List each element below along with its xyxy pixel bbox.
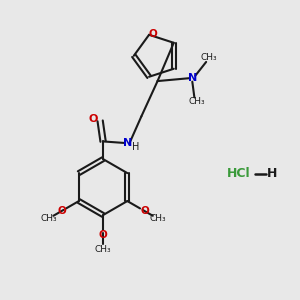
- Text: CH₃: CH₃: [149, 214, 166, 223]
- Text: N: N: [123, 138, 132, 148]
- Text: CH₃: CH₃: [201, 53, 218, 62]
- Text: O: O: [149, 28, 158, 39]
- Text: HCl: HCl: [226, 167, 250, 180]
- Text: O: O: [99, 230, 107, 240]
- Text: O: O: [89, 114, 98, 124]
- Text: H: H: [267, 167, 278, 180]
- Text: CH₃: CH₃: [189, 97, 206, 106]
- Text: O: O: [57, 206, 66, 216]
- Text: H: H: [132, 142, 140, 152]
- Text: CH₃: CH₃: [40, 214, 57, 223]
- Text: N: N: [188, 73, 197, 82]
- Text: CH₃: CH₃: [95, 245, 111, 254]
- Text: O: O: [140, 206, 149, 216]
